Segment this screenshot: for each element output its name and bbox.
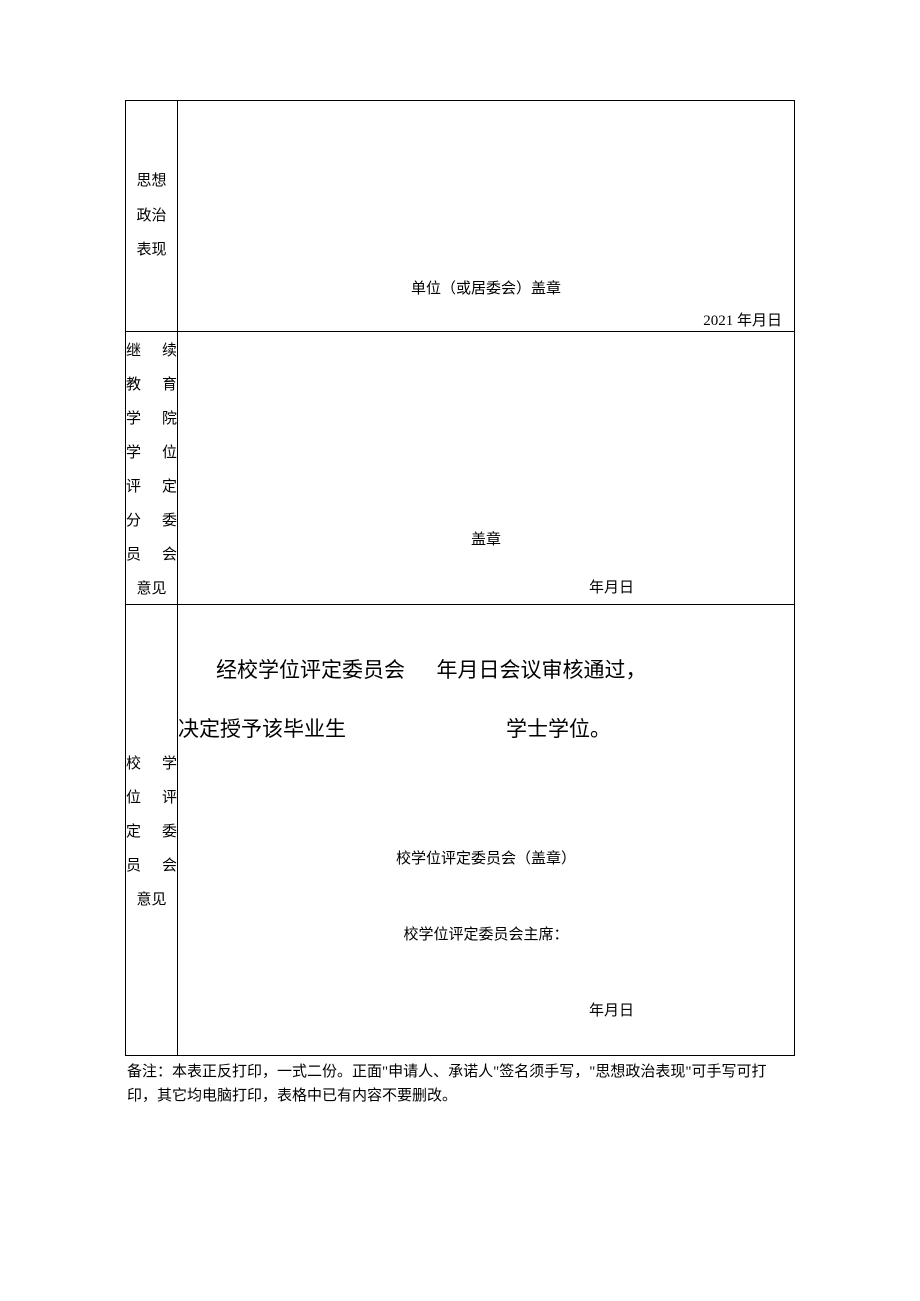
label-line-2: 政治: [126, 199, 177, 234]
label-line-1: 思想: [126, 164, 177, 199]
footnote: 备注：本表正反打印，一式二份。正面"申请人、承诺人"签名须手写，"思想政治表现"…: [125, 1060, 795, 1108]
resolution-text: 经校学位评定委员会 年月日会议审核通过， 决定授予该毕业生学士学位。: [178, 641, 794, 759]
approval-form-table: 思想 政治 表现 单位（或居委会）盖章 2021 年月日 继续 教育 学院 学位…: [125, 100, 795, 1056]
label-university-committee: 校学 位评 定委 员会 意见: [126, 605, 178, 1056]
unit-seal-label: 单位（或居委会）盖章: [178, 277, 794, 298]
university-seal-label: 校学位评定委员会（盖章）: [178, 847, 794, 868]
political-date: 2021 年月日: [703, 309, 782, 330]
university-chair-label: 校学位评定委员会主席：: [178, 923, 794, 944]
label-line-3: 表现: [126, 233, 177, 268]
label-college-committee: 继续 教育 学院 学位 评定 分委 员会 意见: [126, 332, 178, 605]
college-seal-label: 盖章: [178, 528, 794, 549]
label-political-performance: 思想 政治 表现: [126, 101, 178, 332]
row-university-committee: 校学 位评 定委 员会 意见 经校学位评定委员会 年月日会议审核通过， 决定授予…: [126, 605, 795, 1056]
university-date: 年月日: [589, 999, 634, 1020]
content-political-performance: 单位（或居委会）盖章 2021 年月日: [178, 101, 795, 332]
college-date: 年月日: [589, 576, 634, 597]
content-university-committee: 经校学位评定委员会 年月日会议审核通过， 决定授予该毕业生学士学位。 校学位评定…: [178, 605, 795, 1056]
row-college-committee: 继续 教育 学院 学位 评定 分委 员会 意见 盖章 年月日: [126, 332, 795, 605]
content-college-committee: 盖章 年月日: [178, 332, 795, 605]
row-political-performance: 思想 政治 表现 单位（或居委会）盖章 2021 年月日: [126, 101, 795, 332]
